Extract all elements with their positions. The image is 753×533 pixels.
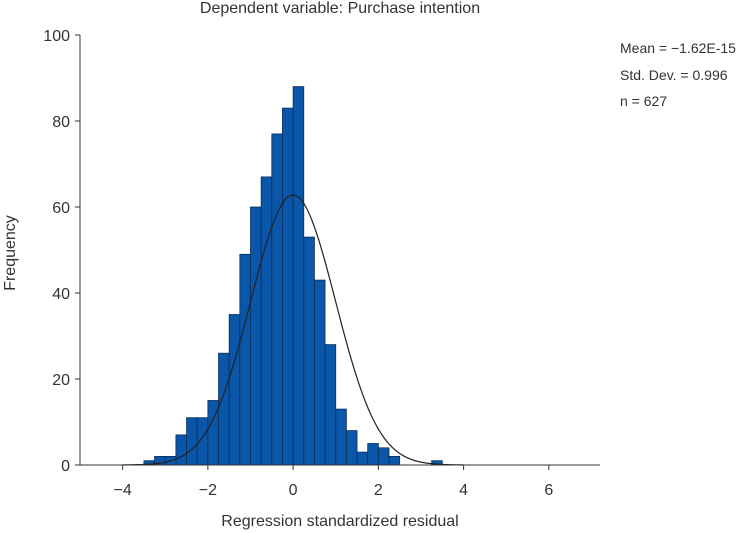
x-tick-label-3: 2 xyxy=(374,482,383,499)
stat-std-dev: Std. Dev. = 0.996 xyxy=(620,66,728,83)
histogram-bar-14 xyxy=(292,86,305,466)
histogram-bar-22 xyxy=(377,447,390,466)
y-tick-label-2: 40 xyxy=(52,286,70,303)
y-tick-label-0: 0 xyxy=(61,458,70,475)
y-tick-label-1: 20 xyxy=(52,372,70,389)
y-tick-label-3: 60 xyxy=(52,200,70,217)
histogram-bar-16 xyxy=(314,279,326,466)
chart-title: Dependent variable: Purchase intention xyxy=(199,0,481,17)
histogram-bar-8 xyxy=(228,314,241,466)
stat-n: n = 627 xyxy=(620,93,668,109)
x-tick-label-0: −4 xyxy=(113,482,131,499)
histogram-bar-15 xyxy=(303,236,315,466)
histogram-bar-23 xyxy=(388,455,401,466)
histogram-bar-7 xyxy=(218,352,230,466)
histogram-bar-12 xyxy=(271,133,283,466)
histogram-bar-17 xyxy=(324,344,337,466)
histogram-bars xyxy=(143,86,443,466)
y-axis-label: Frequency xyxy=(2,215,19,291)
histogram-bar-18 xyxy=(335,408,347,466)
y-tick-label-4: 80 xyxy=(52,114,70,131)
x-tick-label-2: 0 xyxy=(289,482,298,499)
x-tick-label-4: 4 xyxy=(459,482,468,499)
stats-box: Mean = −1.62E-15 Std. Dev. = 0.996 n = 6… xyxy=(620,35,736,115)
histogram-bar-9 xyxy=(239,253,251,466)
histogram-bar-11 xyxy=(260,176,273,466)
chart-ticks: 0 20 40 60 80 100 −4 −2 0 2 4 6 xyxy=(43,28,553,499)
histogram-bar-3 xyxy=(175,434,187,466)
histogram-bar-19 xyxy=(345,430,358,466)
x-tick-label-5: 6 xyxy=(544,482,553,499)
x-axis-label: Regression standardized residual xyxy=(221,513,458,530)
normal-curve xyxy=(122,194,464,466)
y-tick-label-5: 100 xyxy=(43,28,70,45)
x-tick-label-1: −2 xyxy=(199,482,217,499)
chart-axes xyxy=(79,35,600,466)
stat-mean: Mean = −1.62E-15 xyxy=(620,40,736,56)
histogram-bar-13 xyxy=(282,107,294,466)
histogram-bar-20 xyxy=(356,451,369,466)
histogram-bar-21 xyxy=(367,443,379,466)
histogram-bar-10 xyxy=(250,206,262,466)
histogram-bar-4 xyxy=(186,417,198,466)
